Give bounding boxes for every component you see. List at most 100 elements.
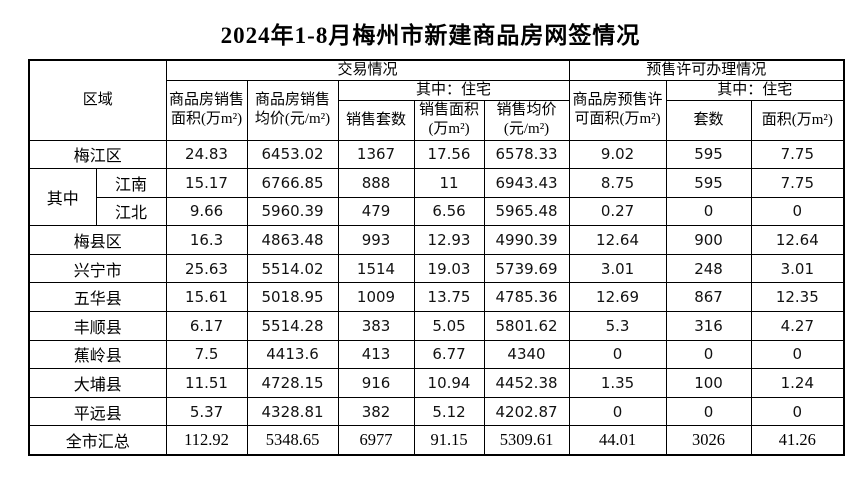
header-res-units-sold: 销售套数 [337, 99, 415, 141]
data-cell: 6943.43 [483, 168, 570, 198]
data-cell: 4785.36 [483, 282, 570, 313]
header-region: 区域 [28, 59, 167, 141]
region-label: 兴宁市 [28, 253, 167, 284]
table-row-jiaoling: 蕉岭县 7.5 4413.6 413 6.77 4340 0 0 0 [28, 339, 845, 370]
table-row-jiangnan: 其中 江南 15.17 6766.85 888 11 6943.43 8.75 … [28, 168, 845, 227]
data-cell: 888 [337, 168, 415, 198]
data-cell: 1367 [337, 139, 415, 170]
table-row-dabu: 大埔县 11.51 4728.15 916 10.94 4452.38 1.35… [28, 368, 845, 398]
region-label: 蕉岭县 [28, 339, 167, 370]
data-cell: 5739.69 [483, 253, 570, 284]
data-cell: 383 [337, 311, 415, 341]
table-row-pingyuan: 平远县 5.37 4328.81 382 5.12 4202.87 0 0 0 [28, 396, 845, 427]
header-row-groups: 区域 交易情况 预售许可办理情况 [28, 59, 845, 141]
data-cell: 5514.02 [246, 253, 339, 284]
data-cell: 3.01 [750, 253, 845, 284]
data-cell: 6.77 [413, 339, 485, 370]
data-cell: 8.75 [568, 168, 667, 198]
data-cell: 993 [337, 225, 415, 255]
header-presale-permit-area: 商品房预售许可面积(万m²) [568, 79, 667, 141]
table-row-fengshun: 丰顺县 6.17 5514.28 383 5.05 5801.62 5.3 31… [28, 311, 845, 341]
data-cell: 4328.81 [246, 396, 339, 427]
data-cell: 10.94 [413, 368, 485, 398]
data-cell: 595 [665, 139, 752, 170]
data-cell: 0 [750, 196, 845, 227]
table-row-meixian: 梅县区 16.3 4863.48 993 12.93 4990.39 12.64… [28, 225, 845, 255]
data-cell: 1009 [337, 282, 415, 313]
header-row-leaf: 销售套数 销售面积(万m²) 销售均价(元/m²) 套数 面积(万m²) [29, 99, 845, 141]
data-cell: 11 [413, 168, 485, 198]
data-cell: 0 [750, 339, 845, 370]
data-cell: 900 [665, 225, 752, 255]
data-cell: 4202.87 [483, 396, 570, 427]
data-cell: 11.51 [165, 368, 248, 398]
data-cell: 15.61 [165, 282, 248, 313]
region-sublabel: 江南 [95, 168, 167, 198]
data-cell: 6.17 [165, 311, 248, 341]
data-cell: 3026 [665, 425, 752, 456]
data-cell: 4452.38 [483, 368, 570, 398]
data-cell: 248 [665, 253, 752, 284]
data-cell: 5965.48 [483, 196, 570, 227]
header-presale-residential-group: 其中：住宅 [665, 79, 845, 101]
region-label: 大埔县 [28, 368, 167, 398]
data-cell: 7.75 [750, 139, 845, 170]
data-cell: 4990.39 [483, 225, 570, 255]
region-label: 丰顺县 [28, 311, 167, 341]
data-cell: 4.27 [750, 311, 845, 341]
region-label: 五华县 [28, 282, 167, 313]
data-cell: 5.37 [165, 396, 248, 427]
data-cell: 19.03 [413, 253, 485, 284]
data-cell: 4728.15 [246, 368, 339, 398]
data-cell: 16.3 [165, 225, 248, 255]
header-presale-units: 套数 [665, 99, 752, 141]
region-sublabel: 江北 [95, 196, 167, 227]
header-sales-avg-price: 商品房销售均价(元/m²) [246, 79, 339, 141]
data-cell: 12.64 [568, 225, 667, 255]
data-cell: 316 [665, 311, 752, 341]
data-cell: 413 [337, 339, 415, 370]
data-cell: 41.26 [750, 425, 845, 456]
table-row-jiangbei: 江北 9.66 5960.39 479 6.56 5965.48 0.27 0 … [29, 196, 845, 227]
data-cell: 3.01 [568, 253, 667, 284]
header-residential-group: 其中：住宅 [337, 79, 570, 101]
data-cell: 1514 [337, 253, 415, 284]
data-cell: 6977 [337, 425, 415, 456]
data-cell: 5018.95 [246, 282, 339, 313]
data-cell: 5.12 [413, 396, 485, 427]
data-cell: 916 [337, 368, 415, 398]
header-presale-area: 面积(万m²) [750, 99, 845, 141]
data-cell: 5.05 [413, 311, 485, 341]
data-cell: 595 [665, 168, 752, 198]
data-cell: 4863.48 [246, 225, 339, 255]
data-cell: 5514.28 [246, 311, 339, 341]
housing-signing-table: 区域 交易情况 预售许可办理情况 商品房销售面积(万m²) 商品房销售均价(元/… [28, 59, 846, 456]
table-row-xingning: 兴宁市 25.63 5514.02 1514 19.03 5739.69 3.0… [28, 253, 845, 284]
data-cell: 7.75 [750, 168, 845, 198]
data-cell: 6453.02 [246, 139, 339, 170]
data-cell: 6578.33 [483, 139, 570, 170]
data-cell: 7.5 [165, 339, 248, 370]
data-cell: 5801.62 [483, 311, 570, 341]
data-cell: 867 [665, 282, 752, 313]
data-cell: 6766.85 [246, 168, 339, 198]
data-cell: 0 [665, 396, 752, 427]
table-row-meijiang: 梅江区 24.83 6453.02 1367 17.56 6578.33 9.0… [28, 139, 845, 170]
data-cell: 91.15 [413, 425, 485, 456]
region-label-qizhong: 其中 [28, 168, 97, 227]
header-transaction-group: 交易情况 [165, 59, 570, 81]
data-cell: 5960.39 [246, 196, 339, 227]
header-sales-area: 商品房销售面积(万m²) [165, 79, 248, 141]
data-cell: 17.56 [413, 139, 485, 170]
data-cell: 13.75 [413, 282, 485, 313]
data-cell: 4340 [483, 339, 570, 370]
region-label: 平远县 [28, 396, 167, 427]
data-cell: 5309.61 [483, 425, 570, 456]
data-cell: 24.83 [165, 139, 248, 170]
data-cell: 12.69 [568, 282, 667, 313]
data-cell: 44.01 [568, 425, 667, 456]
data-cell: 0.27 [568, 196, 667, 227]
data-cell: 479 [337, 196, 415, 227]
data-cell: 6.56 [413, 196, 485, 227]
